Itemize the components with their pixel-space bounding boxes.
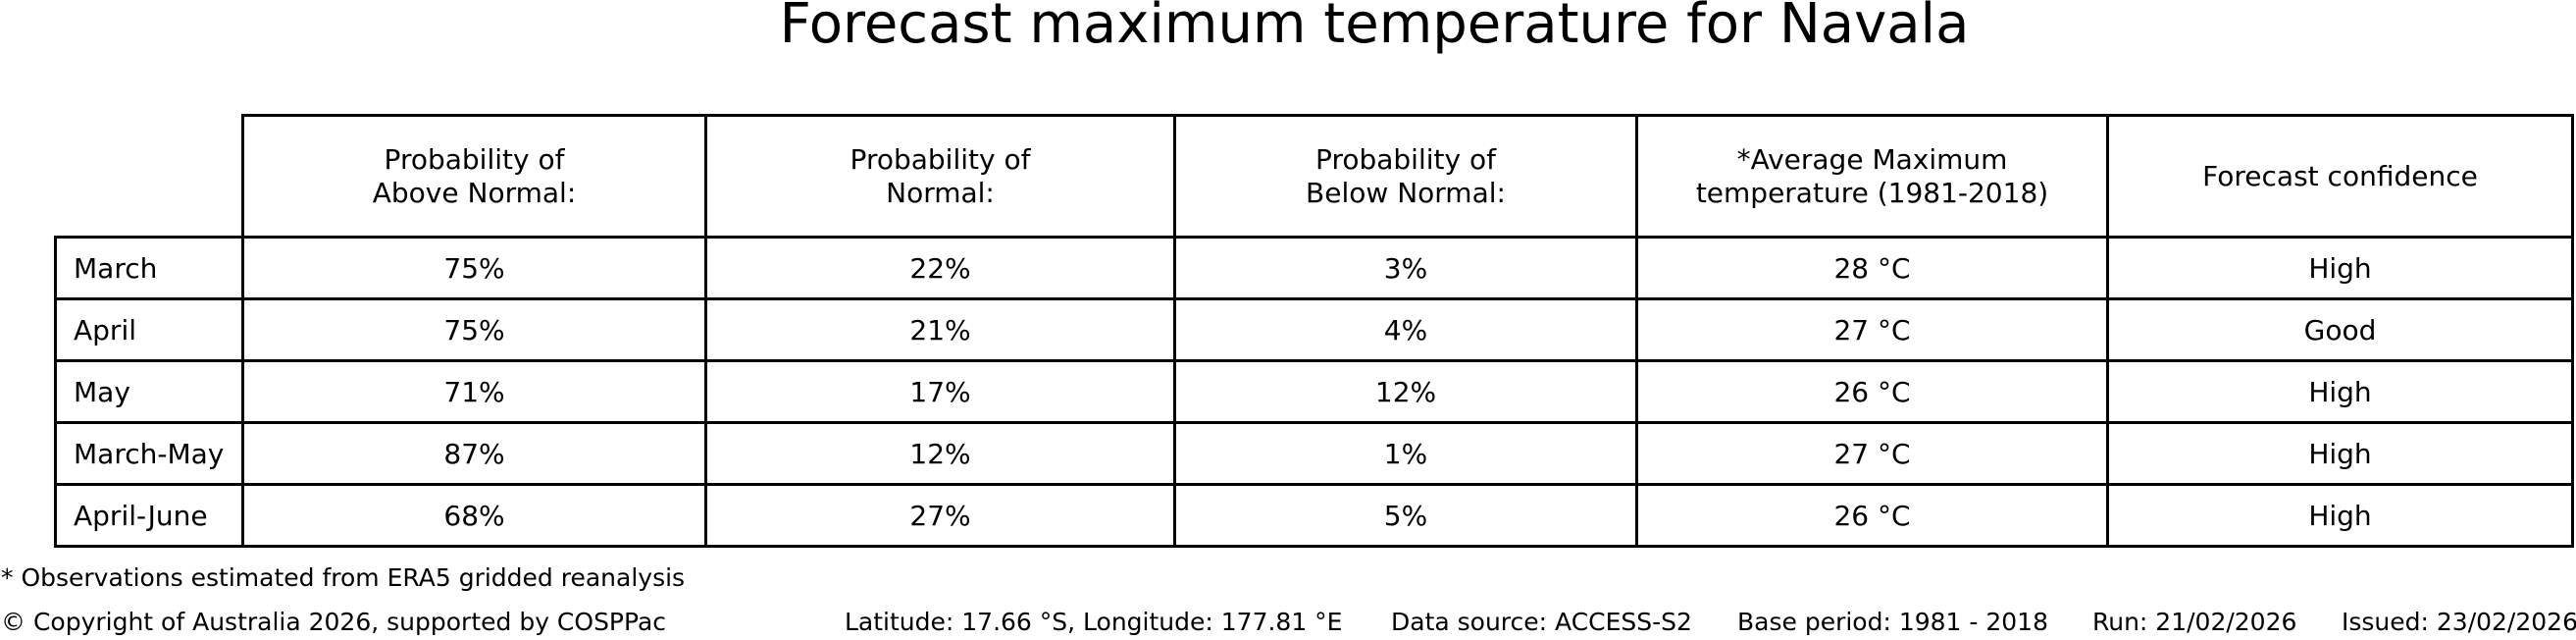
table-cell: 26 °C xyxy=(1635,359,2109,424)
table-cell: 22% xyxy=(704,236,1176,300)
header-cell-above-normal: Probability of Above Normal: xyxy=(241,114,707,239)
table-cell: 5% xyxy=(1173,483,1638,548)
header-cell-below-normal: Probability of Below Normal: xyxy=(1173,114,1638,239)
corner-cell xyxy=(56,116,243,238)
header-line: Above Normal: xyxy=(372,176,577,209)
forecast-table: Probability of Above Normal: Probability… xyxy=(54,114,2574,548)
header-line: Probability of xyxy=(1315,142,1496,176)
header-cell-forecast-confidence: Forecast confidence xyxy=(2106,114,2574,239)
table-row-may: May 71% 17% 12% 26 °C High xyxy=(54,359,2574,424)
table-cell: 68% xyxy=(241,483,707,548)
header-line: temperature (1981-2018) xyxy=(1695,176,2049,209)
table-row-march-may: March-May 87% 12% 1% 27 °C High xyxy=(54,421,2574,486)
row-label: April xyxy=(54,297,244,362)
run-date-text: Run: 21/02/2026 xyxy=(2092,608,2297,636)
header-cell-normal: Probability of Normal: xyxy=(704,114,1176,239)
header-cell-average-max-temp: *Average Maximum temperature (1981-2018) xyxy=(1635,114,2109,239)
table-cell: 21% xyxy=(704,297,1176,362)
table-row-march: March 75% 22% 3% 28 °C High xyxy=(54,236,2574,300)
header-row: Probability of Above Normal: Probability… xyxy=(56,114,2574,239)
figure-title: Forecast maximum temperature for Navala xyxy=(779,0,1970,56)
issued-date-text: Issued: 23/02/2026 xyxy=(2342,608,2576,636)
observations-footnote: * Observations estimated from ERA5 gridd… xyxy=(1,563,686,592)
table-cell: 17% xyxy=(704,359,1176,424)
table-cell: 27% xyxy=(704,483,1176,548)
table-cell: 27 °C xyxy=(1635,297,2109,362)
table-cell: 4% xyxy=(1173,297,1638,362)
table-cell: High xyxy=(2106,359,2574,424)
table-row-april: April 75% 21% 4% 27 °C Good xyxy=(54,297,2574,362)
header-line: *Average Maximum xyxy=(1736,142,2008,176)
table-cell: 28 °C xyxy=(1635,236,2109,300)
table-cell: 27 °C xyxy=(1635,421,2109,486)
data-source-text: Data source: ACCESS-S2 xyxy=(1391,608,1692,636)
table-cell: High xyxy=(2106,236,2574,300)
row-label: April-June xyxy=(54,483,244,548)
row-label: March-May xyxy=(54,421,244,486)
header-line: Below Normal: xyxy=(1306,176,1506,209)
table-row-april-june: April-June 68% 27% 5% 26 °C High xyxy=(54,483,2574,548)
table-cell: 26 °C xyxy=(1635,483,2109,548)
table-cell: 3% xyxy=(1173,236,1638,300)
table-cell: 12% xyxy=(704,421,1176,486)
table-cell: High xyxy=(2106,421,2574,486)
copyright-text: © Copyright of Australia 2026, supported… xyxy=(1,608,667,636)
table-cell: Good xyxy=(2106,297,2574,362)
table-cell: 12% xyxy=(1173,359,1638,424)
header-line: Probability of xyxy=(850,142,1031,176)
table-cell: 75% xyxy=(241,297,707,362)
table-cell: 1% xyxy=(1173,421,1638,486)
header-line: Probability of xyxy=(384,142,565,176)
table-cell: 75% xyxy=(241,236,707,300)
table-cell: 71% xyxy=(241,359,707,424)
table-cell: 87% xyxy=(241,421,707,486)
base-period-text: Base period: 1981 - 2018 xyxy=(1737,608,2048,636)
lat-lon-text: Latitude: 17.66 °S, Longitude: 177.81 °E xyxy=(845,608,1343,636)
header-line: Normal: xyxy=(886,176,995,209)
row-label: May xyxy=(54,359,244,424)
row-label: March xyxy=(54,236,244,300)
header-line: Forecast confidence xyxy=(2202,159,2478,192)
table-cell: High xyxy=(2106,483,2574,548)
